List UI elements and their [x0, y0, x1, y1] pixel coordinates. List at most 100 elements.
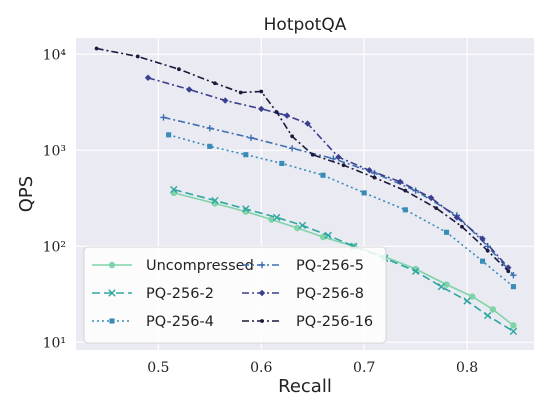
legend-item: PQ-256-5 — [242, 258, 364, 274]
series-pq-256-8 — [144, 74, 512, 271]
series-pq-256-16 — [94, 46, 511, 274]
data-point — [258, 261, 266, 269]
data-point — [207, 143, 213, 149]
y-tick-label: 10⁴ — [43, 47, 67, 63]
data-point — [274, 110, 279, 115]
data-point — [243, 152, 249, 158]
data-point — [510, 322, 517, 329]
legend-label: PQ-256-8 — [296, 286, 364, 302]
data-point — [186, 86, 193, 93]
data-point — [453, 214, 461, 221]
legend-item: PQ-256-8 — [242, 286, 364, 302]
x-tick-label: 0.5 — [147, 360, 169, 376]
data-point — [510, 284, 516, 290]
data-point — [109, 318, 115, 324]
x-tick-label: 0.7 — [353, 360, 375, 376]
data-point — [485, 248, 490, 253]
data-point — [361, 190, 367, 196]
legend-label: PQ-256-16 — [296, 314, 373, 330]
data-point — [324, 231, 332, 240]
data-point — [320, 172, 326, 178]
data-point — [260, 319, 264, 323]
data-point — [288, 145, 296, 152]
data-point — [366, 167, 373, 174]
series-lines — [94, 46, 518, 336]
legend-item: Uncompressed — [92, 258, 254, 274]
y-tick-label: 10¹ — [43, 335, 66, 351]
data-point — [94, 46, 99, 51]
legend-item: PQ-256-2 — [92, 286, 214, 302]
data-point — [108, 261, 116, 269]
data-point — [319, 233, 327, 241]
legend-box — [83, 246, 387, 344]
data-point — [283, 112, 291, 119]
data-point — [463, 297, 471, 305]
data-point — [489, 306, 497, 313]
data-point — [135, 54, 140, 59]
data-point — [258, 289, 266, 297]
data-point — [402, 207, 408, 213]
series-line — [168, 134, 514, 288]
x-tick-label: 0.8 — [456, 360, 478, 376]
data-point — [144, 74, 152, 81]
y-axis-label: QPS — [16, 176, 37, 212]
legend-label: Uncompressed — [146, 258, 254, 274]
data-point — [290, 134, 295, 139]
data-point — [310, 152, 315, 157]
data-point — [411, 267, 420, 275]
series-pq-256-2 — [170, 185, 518, 336]
data-point — [247, 134, 255, 142]
axis-ticks: 0.5 0.6 0.7 0.8 10¹ 10² 10³ 10⁴ — [43, 47, 479, 376]
data-point — [259, 89, 264, 94]
data-point — [397, 178, 404, 185]
data-point — [222, 97, 229, 104]
data-point — [483, 311, 492, 320]
data-point — [268, 216, 275, 223]
legend-label: PQ-256-4 — [146, 314, 214, 330]
data-point — [298, 221, 307, 230]
data-point — [443, 229, 450, 235]
data-point — [509, 327, 518, 336]
data-point — [213, 81, 217, 86]
legend: Uncompressed PQ-256-2 PQ-256-4 PQ-256-5 PQ-2… — [83, 246, 387, 344]
data-point — [108, 289, 116, 297]
data-point — [242, 205, 250, 213]
data-point — [335, 153, 342, 161]
legend-label: PQ-256-5 — [296, 258, 364, 274]
data-point — [443, 281, 450, 288]
data-point — [403, 188, 408, 193]
data-point — [258, 105, 265, 113]
data-point — [211, 196, 219, 205]
data-point — [434, 206, 439, 211]
legend-item: PQ-256-4 — [92, 314, 214, 330]
data-point — [166, 132, 172, 138]
data-point — [170, 185, 178, 194]
data-point — [330, 155, 337, 162]
data-point — [506, 269, 511, 274]
data-point — [460, 224, 464, 229]
y-tick-label: 10³ — [43, 143, 66, 159]
x-tick-label: 0.6 — [250, 360, 272, 376]
data-point — [177, 67, 181, 72]
x-axis-label: Recall — [278, 376, 332, 397]
series-pq-256-4 — [166, 132, 516, 290]
data-point — [206, 124, 213, 132]
data-point — [437, 282, 446, 291]
data-point — [279, 160, 285, 167]
data-point — [479, 258, 486, 264]
data-point — [341, 163, 346, 168]
legend-item: PQ-256-16 — [242, 314, 373, 330]
data-point — [510, 272, 517, 279]
data-point — [160, 114, 167, 121]
data-point — [273, 213, 281, 222]
data-point — [479, 235, 486, 242]
data-point — [294, 224, 301, 232]
data-point — [372, 175, 377, 180]
data-point — [238, 90, 243, 95]
data-point — [304, 120, 311, 127]
chart-title: HotpotQA — [264, 15, 347, 35]
y-tick-label: 10² — [43, 239, 66, 255]
legend-label: PQ-256-2 — [146, 286, 214, 302]
